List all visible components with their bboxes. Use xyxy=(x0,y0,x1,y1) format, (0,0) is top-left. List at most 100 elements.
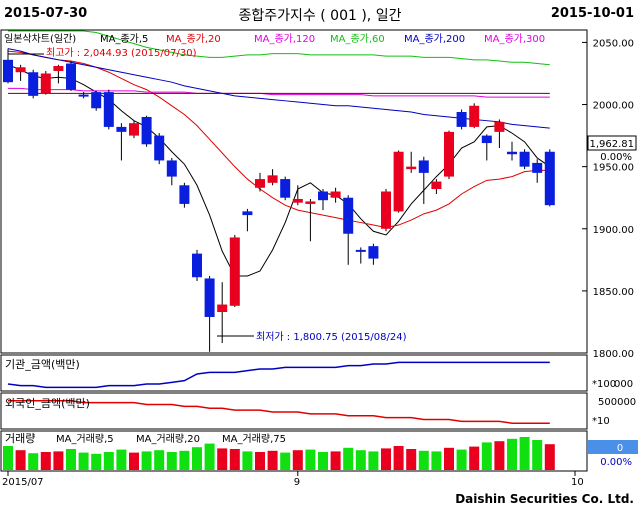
volume-panel xyxy=(0,430,588,472)
candle-up xyxy=(40,73,51,94)
ma-line-3 xyxy=(8,87,550,98)
candle-down xyxy=(519,151,530,167)
volume-bar xyxy=(532,440,543,470)
volume-bar xyxy=(15,450,26,470)
volume-bar xyxy=(355,450,366,470)
institutional-line xyxy=(7,361,550,389)
candle-down xyxy=(116,126,127,132)
candle-down xyxy=(154,135,165,161)
candle-up xyxy=(267,175,278,183)
candle-up xyxy=(53,66,64,71)
legend-ma20: MA_종가,20 xyxy=(166,33,221,45)
candle-up xyxy=(469,105,480,127)
volume-value-box xyxy=(588,440,638,454)
candle-down xyxy=(78,94,89,97)
candle-down xyxy=(141,116,152,145)
candle-down xyxy=(544,151,555,206)
ma-line-0 xyxy=(7,64,551,277)
candle-up xyxy=(129,123,139,136)
volume-bar xyxy=(116,449,127,470)
legend-price-label: 일본삭차트(일간) xyxy=(4,33,76,45)
chart-title: 종합주가지수 ( 001 ), 일간 xyxy=(238,8,402,24)
high-annotation: 최고가 : 2,044.93 (2015/07/30) xyxy=(46,47,197,59)
candle-up xyxy=(15,67,26,73)
x-tick-label: 2015/07 xyxy=(2,477,44,488)
start-date: 2015-07-30 xyxy=(4,6,88,21)
volume-bar xyxy=(204,443,215,470)
candle-down xyxy=(91,92,102,109)
candle-up xyxy=(229,237,240,306)
y-tick-label: 1900.00 xyxy=(593,225,634,236)
candle-down xyxy=(3,59,13,83)
volume-bar xyxy=(368,451,379,470)
candle-up xyxy=(255,179,265,188)
foreign-panel xyxy=(0,392,588,430)
candle-down xyxy=(280,179,291,198)
volume-bar xyxy=(343,447,354,470)
candle-down xyxy=(368,246,379,259)
footer-copyright: Daishin Securities Co. Ltd. xyxy=(455,492,634,506)
volume-bar xyxy=(431,451,442,470)
y-tick-label: 1850.00 xyxy=(593,287,634,298)
candle-down xyxy=(66,63,76,90)
candle-down xyxy=(355,249,366,252)
current-price: 1,962.81 xyxy=(589,139,634,150)
y-tick-label: 2000.00 xyxy=(593,101,634,112)
y-tick-label: 2050.00 xyxy=(593,38,634,49)
x-tick-label: 9 xyxy=(294,477,300,488)
candle-down xyxy=(343,197,354,234)
legend-vma20: MA_거래량,20 xyxy=(136,433,200,445)
foreign-scale: *10 xyxy=(592,416,610,427)
volume-bar xyxy=(166,452,177,470)
candle-up xyxy=(431,181,442,190)
volume-bar xyxy=(129,452,139,470)
ma-line-2 xyxy=(8,30,550,66)
candle-down xyxy=(28,72,39,96)
volume-bar xyxy=(154,450,165,470)
legend-foreign: 외국인_금액(백만) xyxy=(5,397,90,410)
legend-ma60: MA_종가,60 xyxy=(330,33,385,45)
ma-line-1 xyxy=(7,50,550,229)
candle-down xyxy=(192,253,202,278)
candle-down xyxy=(481,135,492,144)
volume-bar xyxy=(217,448,228,470)
candle-up xyxy=(406,166,417,170)
x-tick-label: 10 xyxy=(571,477,584,488)
volume-bar xyxy=(494,441,505,470)
volume-bar xyxy=(103,452,114,470)
volume-bar xyxy=(544,444,555,470)
volume-bar xyxy=(40,452,51,470)
candle-up xyxy=(330,191,341,198)
candle-down xyxy=(103,92,114,127)
volume-bar xyxy=(406,449,417,470)
candle-down xyxy=(204,278,215,317)
volume-value: 0 xyxy=(617,443,623,454)
institutional-scale: *100 xyxy=(592,379,616,390)
legend-vma5: MA_거래량,5 xyxy=(56,433,114,445)
candle-up xyxy=(381,191,391,229)
foreign-line xyxy=(8,400,550,424)
candle-up xyxy=(494,121,505,132)
low-annotation: 최저가 : 1,800.75 (2015/08/24) xyxy=(256,331,407,343)
institutional-partial-value: 000 xyxy=(614,379,633,390)
volume-bar xyxy=(418,450,429,470)
volume-bar xyxy=(229,449,240,470)
volume-bar xyxy=(179,450,190,470)
volume-bar xyxy=(292,450,303,470)
candle-down xyxy=(318,191,328,201)
volume-bar xyxy=(481,442,492,470)
legend-ma120: MA_종가,120 xyxy=(254,33,315,45)
end-date: 2015-10-01 xyxy=(550,6,634,21)
volume-bar xyxy=(3,446,13,470)
volume-bar xyxy=(267,450,278,470)
institutional-panel xyxy=(0,354,588,392)
legend-vma75: MA_거래량,75 xyxy=(222,433,286,445)
candle-down xyxy=(507,151,517,155)
volume-bar xyxy=(318,452,328,470)
legend-ma200: MA_종가,200 xyxy=(404,33,465,45)
volume-bar xyxy=(519,437,530,470)
current-price-box xyxy=(587,135,637,151)
legend-institutional: 기관_금액(백만) xyxy=(5,358,80,371)
